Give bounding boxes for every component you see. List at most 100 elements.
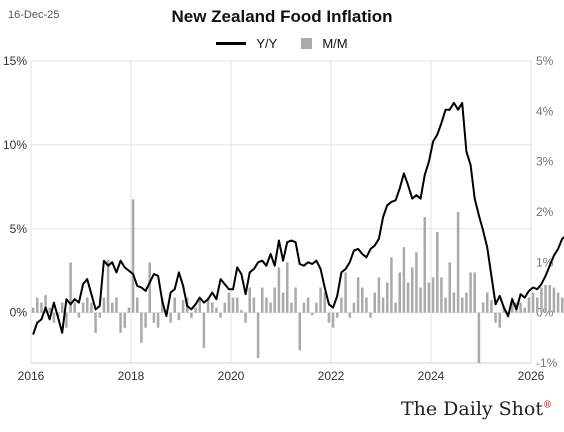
brand-mark: ® xyxy=(543,400,552,411)
yy-line xyxy=(32,101,564,335)
x-tick-label: 2022 xyxy=(318,369,345,383)
mm-bar xyxy=(240,310,243,313)
mm-bar xyxy=(473,272,476,313)
mm-bar xyxy=(452,292,456,313)
mm-bar xyxy=(215,307,218,313)
mm-bar xyxy=(48,307,51,313)
mm-bar xyxy=(77,312,81,318)
mm-bar xyxy=(231,297,235,313)
x-tick-label: 2026 xyxy=(518,369,545,383)
mm-bar xyxy=(106,259,110,313)
mm-bar xyxy=(411,267,414,313)
mm-bar xyxy=(94,312,97,333)
mm-bar xyxy=(140,312,143,343)
mm-bar xyxy=(102,297,106,313)
mm-bar xyxy=(144,312,147,328)
mm-bar xyxy=(169,312,172,323)
mm-bar xyxy=(269,302,272,313)
mm-bar xyxy=(531,292,535,313)
mm-bar xyxy=(90,302,93,313)
mm-bar xyxy=(206,297,210,313)
mm-bar xyxy=(298,312,301,351)
legend-line-swatch xyxy=(216,42,247,45)
mm-bar xyxy=(306,297,310,313)
mm-bar xyxy=(461,297,464,313)
mm-bar xyxy=(431,277,435,313)
mm-bar xyxy=(244,312,247,323)
mm-bar xyxy=(152,312,156,323)
mm-bar xyxy=(494,312,497,323)
mm-bar xyxy=(265,297,268,313)
mm-bar xyxy=(294,287,297,313)
mm-bar xyxy=(286,262,289,313)
mm-bar xyxy=(136,297,139,313)
mm-bar xyxy=(327,312,331,323)
mm-bar xyxy=(148,262,151,313)
mm-bar xyxy=(236,297,239,313)
y-right-tick-label: 2% xyxy=(536,205,554,219)
mm-bar xyxy=(477,312,481,363)
x-tick-label: 2024 xyxy=(418,369,445,383)
mm-bar xyxy=(198,297,201,313)
mm-bar xyxy=(356,277,360,313)
mm-bar xyxy=(211,302,214,313)
mm-bar xyxy=(223,302,226,313)
brand-logo: The Daily Shot® xyxy=(401,398,552,420)
mm-bar xyxy=(436,232,439,313)
mm-bar xyxy=(156,312,160,328)
mm-bar xyxy=(523,307,526,313)
y-right-tick-label: 3% xyxy=(536,155,554,169)
mm-bar xyxy=(490,300,493,313)
mm-bar xyxy=(440,277,443,313)
y-left-tick-label: 0% xyxy=(10,306,28,320)
legend: Y/Y M/M xyxy=(0,36,564,51)
mm-bar xyxy=(527,297,531,313)
mm-bar xyxy=(377,277,381,313)
x-tick-label: 2018 xyxy=(118,369,145,383)
mm-bar xyxy=(115,297,118,313)
mm-bar xyxy=(86,297,89,313)
mm-bar xyxy=(261,287,264,313)
mm-bar xyxy=(406,282,410,313)
mm-bar xyxy=(465,292,468,313)
mm-bar xyxy=(365,297,368,313)
chart-title: New Zealand Food Inflation xyxy=(171,7,393,26)
mm-bar xyxy=(448,262,451,313)
mm-bar xyxy=(127,307,131,313)
mm-bar xyxy=(202,312,206,348)
mm-bar xyxy=(319,287,322,313)
y-left-tick-label: 15% xyxy=(3,54,27,68)
mm-bar xyxy=(36,297,39,313)
mm-bar xyxy=(444,297,447,313)
mm-bar xyxy=(390,257,393,313)
mm-bar xyxy=(69,262,72,313)
mm-bar xyxy=(252,297,256,313)
mm-bar xyxy=(323,292,326,313)
mm-bar xyxy=(519,302,522,313)
mm-bar xyxy=(344,272,347,313)
mm-bar xyxy=(511,297,514,313)
mm-bar xyxy=(348,312,351,318)
mm-bar xyxy=(423,217,426,313)
y-left-tick-label: 5% xyxy=(10,222,28,236)
y-right-tick-label: 4% xyxy=(536,104,554,118)
mm-bar xyxy=(227,292,231,313)
mm-bar xyxy=(415,252,418,313)
mm-bar xyxy=(402,247,406,313)
mm-bar xyxy=(386,282,389,313)
mm-bar xyxy=(290,302,293,313)
mm-bar xyxy=(161,297,164,313)
mm-bar xyxy=(469,272,472,313)
mm-bar xyxy=(181,300,185,313)
mm-bar xyxy=(352,302,356,313)
mm-bar xyxy=(52,312,56,323)
mm-bar xyxy=(31,307,35,313)
y-right-tick-label: 5% xyxy=(536,54,554,68)
mm-bar xyxy=(61,302,64,313)
mm-bar xyxy=(73,302,76,313)
mm-bar xyxy=(123,312,126,328)
mm-bar xyxy=(427,282,431,313)
mm-bar xyxy=(502,307,506,313)
mm-bar xyxy=(381,297,385,313)
mm-bar xyxy=(340,297,343,313)
